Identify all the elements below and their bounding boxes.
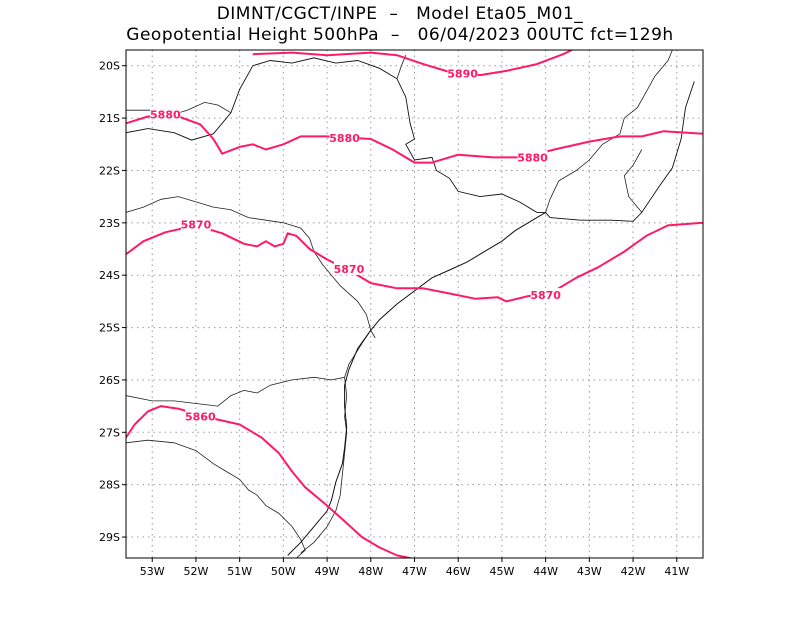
lon-tick-label: 44W <box>533 565 558 578</box>
contour-label-bg <box>517 150 548 164</box>
lon-tick-label: 42W <box>621 565 646 578</box>
lon-tick-label: 50W <box>271 565 296 578</box>
contour-label-bg <box>333 261 364 275</box>
state-boundary-line <box>126 196 376 339</box>
lon-tick-label: 48W <box>358 565 383 578</box>
contour-5880 <box>126 115 703 164</box>
map-title-line-1: DIMNT/CGCT/INPE – Model Eta05_M01_ <box>216 4 584 24</box>
contour-label-5870: 5870 <box>181 218 212 231</box>
contour-label-5890: 5890 <box>447 68 478 81</box>
lon-tick-label: 43W <box>577 565 602 578</box>
lat-tick-label: 29S <box>99 531 120 544</box>
state-boundaries <box>126 50 673 558</box>
lat-tick-label: 25S <box>99 322 120 335</box>
state-boundary-line <box>126 439 306 558</box>
contour-label-bg <box>180 217 211 231</box>
lon-tick-label: 53W <box>140 565 165 578</box>
contour-label-5870: 5870 <box>530 289 561 302</box>
coastline <box>126 57 695 556</box>
lat-tick-label: 21S <box>99 112 120 125</box>
contour-label-5880: 5880 <box>329 132 360 145</box>
lon-tick-label: 49W <box>315 565 340 578</box>
contour-label-bg <box>329 130 360 144</box>
lon-tick-label: 47W <box>402 565 427 578</box>
contour-label-bg <box>447 66 478 80</box>
lat-tick-label: 26S <box>99 374 120 387</box>
lat-tick-label: 23S <box>99 217 120 230</box>
lon-tick-label: 52W <box>184 565 209 578</box>
contour-label-5880: 5880 <box>517 151 548 164</box>
contour-label-5880: 5880 <box>150 108 181 121</box>
state-boundary-line <box>126 376 345 407</box>
state-boundary-line <box>300 377 348 554</box>
contour-label-bg <box>185 409 216 423</box>
contour-5890 <box>252 50 573 77</box>
lat-tick-label: 28S <box>99 479 120 492</box>
state-boundary-line <box>545 50 673 213</box>
lon-tick-label: 51W <box>227 565 252 578</box>
contour-5870 <box>126 221 703 303</box>
ocean-coastline <box>287 211 546 556</box>
grid-lines <box>126 50 703 558</box>
lat-tick-label: 24S <box>99 269 120 282</box>
contour-5860 <box>126 405 415 558</box>
lat-tick-label: 20S <box>99 60 120 73</box>
contour-label-5870: 5870 <box>334 263 365 276</box>
contour-labels: 5890 5880 5880 5880 5870 5870 5870 5860 <box>150 66 561 424</box>
lat-tick-label: 27S <box>99 426 120 439</box>
inland-border-line <box>126 57 695 222</box>
axis-ticks: 53W 52W 51W 50W 49W 48W 47W 46W 45W 44W 43W 42W 41W 2… <box>99 60 689 578</box>
contour-label-5860: 5860 <box>185 411 216 424</box>
contour-label-bg <box>150 107 181 121</box>
map-title-line-2: Geopotential Height 500hPa – 06/04/2023 … <box>126 25 674 45</box>
lon-tick-label: 45W <box>489 565 514 578</box>
contour-label-bg <box>530 288 561 302</box>
height-contours <box>126 50 703 558</box>
state-boundary-line <box>623 149 643 213</box>
lat-tick-label: 22S <box>99 164 120 177</box>
map-frame <box>125 49 704 559</box>
lon-tick-label: 41W <box>664 565 689 578</box>
lon-tick-label: 46W <box>446 565 471 578</box>
